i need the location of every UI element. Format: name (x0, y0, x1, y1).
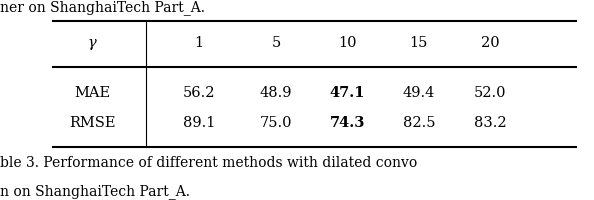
Text: 47.1: 47.1 (330, 86, 365, 100)
Text: 48.9: 48.9 (260, 86, 292, 100)
Text: 20: 20 (481, 36, 500, 50)
Text: RMSE: RMSE (69, 116, 115, 130)
Text: 56.2: 56.2 (183, 86, 215, 100)
Text: 82.5: 82.5 (403, 116, 435, 130)
Text: n on ShanghaiTech Part_A.: n on ShanghaiTech Part_A. (0, 184, 190, 199)
Text: 10: 10 (338, 36, 357, 50)
Text: ble 3. Performance of different methods with dilated convo: ble 3. Performance of different methods … (0, 156, 417, 170)
Text: 1: 1 (194, 36, 204, 50)
Text: MAE: MAE (74, 86, 110, 100)
Text: γ: γ (88, 36, 96, 50)
Text: 89.1: 89.1 (183, 116, 215, 130)
Text: 15: 15 (410, 36, 428, 50)
Text: 49.4: 49.4 (403, 86, 435, 100)
Text: 74.3: 74.3 (330, 116, 365, 130)
Text: 52.0: 52.0 (474, 86, 506, 100)
Text: 75.0: 75.0 (260, 116, 292, 130)
Text: 83.2: 83.2 (474, 116, 506, 130)
Text: 5: 5 (271, 36, 281, 50)
Text: ner on ShanghaiTech Part_A.: ner on ShanghaiTech Part_A. (0, 0, 205, 15)
